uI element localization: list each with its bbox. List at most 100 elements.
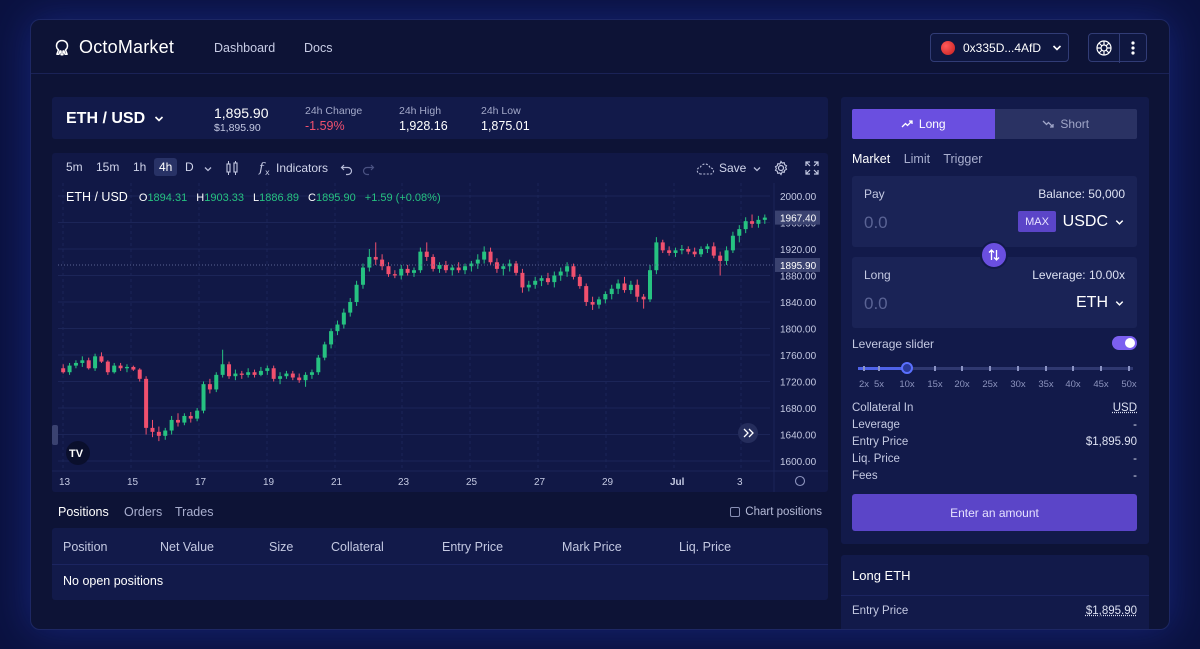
candle-type-icon[interactable]: [225, 160, 239, 176]
gear-icon[interactable]: [773, 160, 789, 176]
slider-tick-label[interactable]: 15x: [927, 379, 943, 390]
tradingview-logo-icon: [66, 441, 90, 465]
logo[interactable]: OctoMarket: [53, 37, 174, 58]
timeframe-d[interactable]: D: [185, 160, 194, 174]
enter-amount-button[interactable]: Enter an amount: [852, 494, 1137, 531]
checkbox[interactable]: [730, 507, 741, 517]
info-value[interactable]: USD: [1112, 402, 1137, 414]
chart-positions-toggle[interactable]: Chart positions: [730, 506, 822, 518]
slider-tick-label[interactable]: 2x: [858, 379, 870, 390]
slider-tick[interactable]: [1100, 366, 1102, 371]
pay-amount-input[interactable]: 0.0: [864, 213, 888, 232]
info-value: -: [1133, 419, 1137, 431]
long-button[interactable]: Long: [852, 109, 995, 139]
candle-body: [762, 217, 767, 220]
candle-body: [654, 242, 659, 271]
timeframe-5m[interactable]: 5m: [66, 160, 83, 174]
slider-tick[interactable]: [1017, 366, 1019, 371]
candle-body: [571, 266, 576, 277]
tab-trigger[interactable]: Trigger: [943, 152, 983, 166]
slider-tick-label[interactable]: 35x: [1038, 379, 1054, 390]
undo-icon[interactable]: [340, 162, 354, 176]
info-fees: Fees -: [852, 470, 1137, 482]
y-tick-label: 1760.00: [780, 351, 817, 362]
entry-price-label: Entry Price: [852, 605, 909, 617]
leverage-slider-track[interactable]: [858, 367, 1133, 370]
slider-tick-label[interactable]: 50x: [1121, 379, 1137, 390]
slider-tick[interactable]: [961, 366, 963, 371]
info-label: Collateral In: [852, 402, 914, 414]
nav-dashboard[interactable]: Dashboard: [214, 41, 276, 55]
stat-label: 24h Change: [305, 105, 363, 117]
timeframe-15m[interactable]: 15m: [96, 160, 120, 174]
more-vertical-icon[interactable]: [1130, 40, 1136, 56]
candle-body: [290, 373, 295, 378]
slider-tick-label[interactable]: 45x: [1093, 379, 1109, 390]
pay-token-selector[interactable]: USDC: [1063, 213, 1125, 231]
save-button[interactable]: Save: [719, 161, 747, 175]
legend-high: 1903.33: [204, 192, 244, 204]
tab-limit[interactable]: Limit: [903, 152, 931, 166]
long-token-selector[interactable]: ETH: [1076, 294, 1125, 312]
slider-tick[interactable]: [1045, 366, 1047, 371]
axis-settings-icon[interactable]: [794, 475, 806, 487]
scroll-handle[interactable]: [52, 425, 58, 445]
slider-tick[interactable]: [1072, 366, 1074, 371]
tab-market[interactable]: Market: [852, 152, 891, 166]
long-amount-label: Long: [864, 268, 891, 282]
candle-body: [399, 268, 404, 276]
slider-tick-label[interactable]: 30x: [1010, 379, 1026, 390]
info-value: $1,895.90: [1085, 436, 1137, 448]
slider-tick[interactable]: [878, 366, 880, 371]
leverage-slider-label: Leverage slider: [852, 337, 935, 351]
nav-docs[interactable]: Docs: [304, 41, 333, 55]
leverage-slider-toggle[interactable]: [1112, 336, 1137, 350]
entry-price-value[interactable]: $1,895.90: [1085, 605, 1137, 617]
slider-tick[interactable]: [863, 366, 865, 371]
chevron-down-icon[interactable]: [203, 164, 213, 174]
wallet-button[interactable]: 0x335D...4AfD: [930, 33, 1069, 62]
stat-label: 24h Low: [481, 105, 521, 117]
chart-positions-label: Chart positions: [745, 506, 822, 518]
tab-trades[interactable]: Trades: [175, 505, 214, 519]
pair-selector[interactable]: ETH / USD: [66, 110, 165, 128]
cloud-icon[interactable]: [696, 162, 716, 176]
price-chart[interactable]: 2000.001960.001920.001880.001840.001800.…: [52, 153, 828, 492]
tab-orders[interactable]: Orders: [124, 505, 163, 519]
slider-tick-label[interactable]: 10x: [899, 379, 915, 390]
network-icon[interactable]: [1095, 39, 1113, 57]
short-button[interactable]: Short: [994, 109, 1137, 139]
timeframe-1h[interactable]: 1h: [133, 160, 147, 174]
app-window: OctoMarket Dashboard Docs 0x335D...4AfD: [30, 19, 1170, 630]
redo-icon[interactable]: [361, 162, 375, 176]
candle-body: [316, 357, 321, 373]
slider-tick-label[interactable]: 5x: [873, 379, 885, 390]
long-amount-input[interactable]: 0.0: [864, 294, 888, 313]
slider-tick-label[interactable]: 20x: [954, 379, 970, 390]
chevron-down-icon[interactable]: [752, 164, 762, 174]
candle-body: [182, 415, 187, 423]
swap-button[interactable]: [980, 241, 1008, 269]
candle-body: [539, 278, 544, 281]
timeframe-4h[interactable]: 4h: [154, 158, 178, 176]
fullscreen-icon[interactable]: [804, 160, 820, 176]
leverage-slider-handle[interactable]: [901, 362, 913, 374]
tab-positions[interactable]: Positions: [58, 505, 109, 519]
long-box: Long Leverage: 10.00x 0.0 ETH: [852, 257, 1137, 328]
slider-tick[interactable]: [934, 366, 936, 371]
candle-body: [730, 235, 735, 251]
candle-body: [112, 365, 117, 373]
slider-tick-label[interactable]: 25x: [982, 379, 998, 390]
slider-tick-label[interactable]: 40x: [1065, 379, 1081, 390]
max-button[interactable]: MAX: [1018, 211, 1056, 232]
slider-tick[interactable]: [1128, 366, 1130, 371]
indicators-button[interactable]: Indicators: [276, 161, 329, 175]
candle-body: [431, 256, 436, 269]
candle-body: [545, 278, 550, 283]
candle-body: [616, 283, 621, 289]
slider-tick[interactable]: [989, 366, 991, 371]
long-label: Long: [918, 117, 946, 131]
candlestick-chart[interactable]: 2000.001960.001920.001880.001840.001800.…: [52, 153, 828, 492]
stat-24h-high: 24h High 1,928.16: [399, 105, 448, 133]
